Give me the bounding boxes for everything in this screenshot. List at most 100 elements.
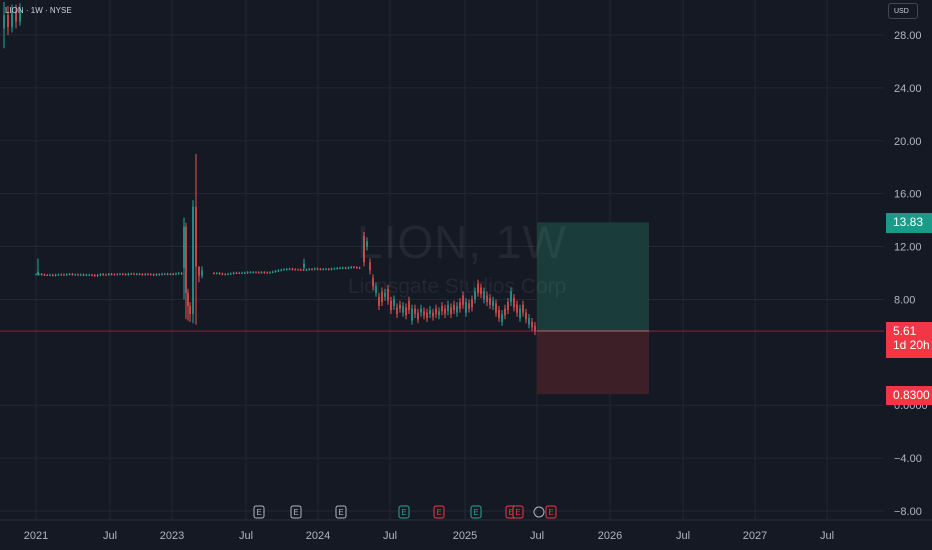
candle-body — [393, 299, 395, 307]
candle-body — [269, 272, 271, 274]
candle-body — [420, 308, 422, 313]
candle-body — [336, 268, 338, 270]
candle-body — [195, 206, 197, 267]
candle-body — [438, 311, 440, 316]
y-tick-label: 24.00 — [894, 83, 922, 95]
candle-body — [172, 273, 174, 275]
candle-body — [96, 275, 99, 277]
candle-body — [3, 15, 5, 29]
candle-body — [297, 269, 299, 271]
x-tick-label: 2025 — [453, 530, 477, 542]
earnings-marker-label: E — [256, 508, 261, 517]
candle-body — [510, 291, 512, 303]
earnings-marker-label: E — [401, 508, 406, 517]
candle-body — [316, 268, 319, 270]
candle-body — [155, 274, 158, 276]
candle-body — [37, 271, 39, 275]
candle-body — [68, 274, 71, 276]
candle-body — [52, 274, 54, 276]
candle-body — [230, 273, 232, 275]
candle-body — [63, 274, 65, 276]
candle-body — [244, 272, 246, 274]
candle-body — [462, 295, 464, 305]
candle-body — [363, 235, 365, 263]
candle-body — [164, 273, 166, 275]
candle-body — [435, 308, 437, 314]
candle-body — [447, 304, 449, 312]
y-tick-label: 12.00 — [894, 242, 922, 254]
candle-body — [133, 273, 135, 275]
candle-body — [319, 269, 322, 271]
candle-body — [495, 303, 497, 313]
candle-body — [110, 273, 113, 275]
candle-body — [150, 274, 152, 276]
price-axis[interactable]: 28.0024.0020.0016.0012.008.000.0000−4.00… — [894, 30, 928, 518]
candle-body — [534, 325, 536, 332]
candle-body — [396, 307, 398, 314]
candle-body — [302, 269, 305, 271]
candle-body — [161, 273, 163, 275]
y-tick-label: 28.00 — [894, 30, 922, 42]
earnings-marker — [470, 505, 482, 519]
candle-body — [235, 272, 238, 274]
candle-body — [122, 273, 124, 275]
candle-body — [358, 267, 361, 269]
earnings-marker — [335, 505, 347, 519]
x-tick-label: 2021 — [24, 530, 48, 542]
y-tick-label: 8.00 — [894, 294, 915, 306]
x-tick-label: Jul — [530, 530, 544, 542]
candle-body — [74, 274, 76, 276]
candle-body — [277, 270, 280, 272]
x-tick-label: Jul — [820, 530, 834, 542]
candle-body — [501, 313, 503, 322]
candle-body — [57, 274, 60, 276]
candle-body — [429, 310, 431, 314]
earnings-marker-label: E — [293, 508, 298, 517]
candle-body — [249, 272, 252, 274]
candle-body — [408, 300, 410, 311]
candle-body — [246, 272, 249, 274]
earnings-marker-label: E — [473, 508, 478, 517]
candle-body — [328, 268, 330, 270]
candle-body — [138, 273, 141, 275]
candle-body — [347, 267, 350, 269]
candle-body — [169, 273, 172, 275]
candle-body — [300, 269, 302, 271]
stop-price-label: 0.8300 — [886, 386, 932, 405]
candle-body — [339, 267, 341, 269]
candle-body — [477, 283, 479, 293]
target-price-label: 13.83 — [886, 213, 932, 233]
candle-body — [468, 303, 470, 309]
candle-body — [178, 273, 180, 275]
symbol-title[interactable]: LION · 1W · NYSE — [5, 6, 72, 15]
candle-body — [531, 321, 533, 328]
candle-body — [492, 300, 494, 307]
candle-body — [453, 304, 455, 311]
candle-body — [260, 272, 263, 274]
symbol-watermark: LION, 1W — [357, 216, 567, 268]
candle-body — [144, 274, 146, 276]
candle-body — [175, 273, 177, 275]
candle-body — [489, 298, 491, 305]
candle-body — [519, 308, 521, 318]
candle-body — [525, 312, 527, 320]
earnings-marker-label: E — [548, 508, 553, 517]
candle-body — [513, 298, 515, 308]
candle-body — [283, 269, 285, 271]
candle-body — [423, 311, 425, 316]
candle-body — [333, 268, 336, 270]
candle-body — [124, 274, 127, 276]
currency-button[interactable]: USD — [888, 3, 918, 19]
candle-body — [369, 262, 371, 271]
candle-body — [85, 274, 88, 276]
candle-body — [91, 274, 93, 276]
earnings-marker-label: E — [436, 508, 441, 517]
candle-body — [255, 272, 257, 274]
candle-body — [218, 273, 221, 275]
candle-body — [426, 312, 428, 318]
earnings-marker — [512, 505, 524, 519]
earnings-marker — [398, 505, 410, 519]
position-zones — [0, 222, 884, 395]
time-axis[interactable]: 2021 Jul 2023 Jul 2024 Jul 2025 Jul 2026 Jul 2027 J… — [0, 519, 932, 542]
